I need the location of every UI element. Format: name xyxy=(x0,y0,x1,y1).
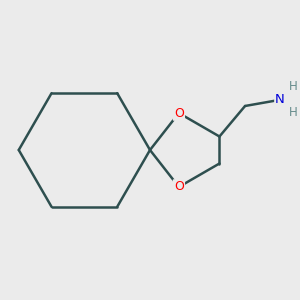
Text: N: N xyxy=(275,93,285,106)
Text: O: O xyxy=(174,180,184,194)
Text: H: H xyxy=(288,80,297,93)
Text: O: O xyxy=(174,106,184,120)
Text: H: H xyxy=(288,106,297,119)
